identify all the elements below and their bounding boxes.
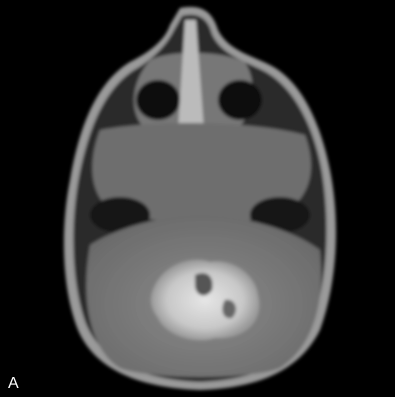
skull-base <box>92 123 312 223</box>
nasal-septum <box>178 20 204 130</box>
sinus-right <box>218 80 262 120</box>
mastoid-right <box>250 197 310 233</box>
figure-label: A <box>8 375 19 392</box>
lesion <box>150 259 260 341</box>
lesion-core <box>195 273 213 296</box>
head-scan <box>63 6 336 390</box>
mastoid-left <box>90 197 150 233</box>
sinus-left <box>136 80 180 120</box>
lesion-cyst <box>222 299 236 319</box>
